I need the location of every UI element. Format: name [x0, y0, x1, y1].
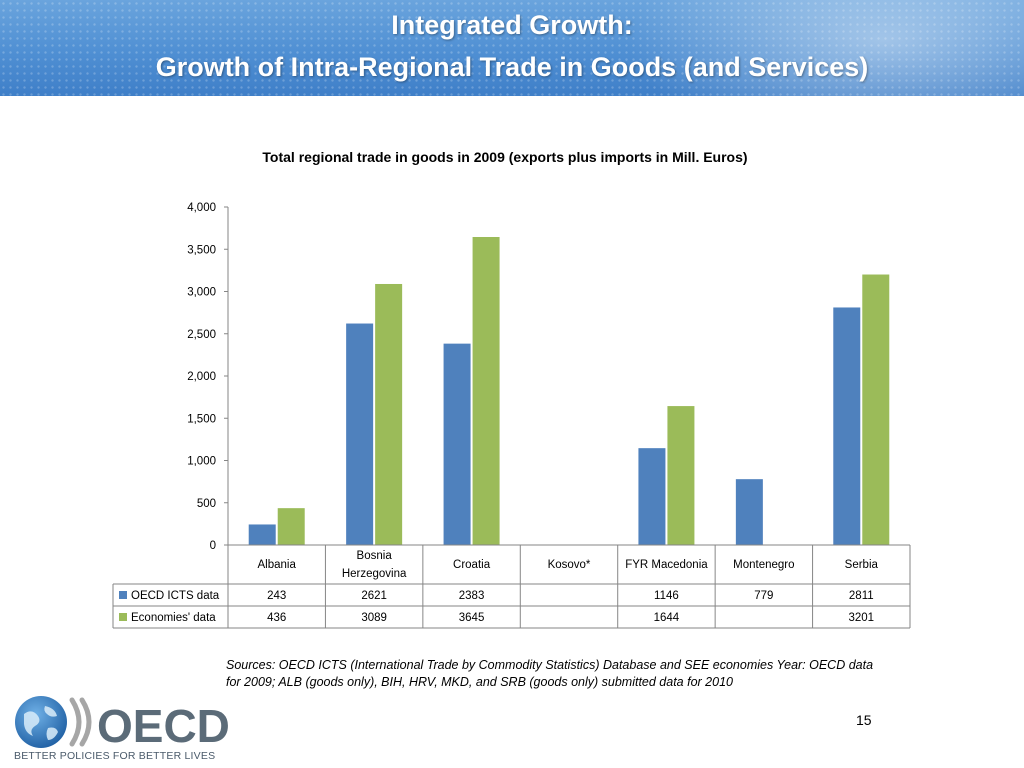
y-tick-label: 1,000: [187, 456, 216, 468]
bar-oecd-icts: [638, 448, 666, 545]
bar-economies: [472, 236, 500, 545]
y-tick-label: 500: [197, 498, 216, 510]
oecd-logo: OECD: [15, 696, 230, 752]
arc-mark-icon: [69, 697, 82, 747]
legend-key-economies: [119, 613, 127, 621]
category-label: Serbia: [845, 559, 879, 571]
banner-highlight: [624, 0, 1024, 96]
legend-label: Economies' data: [131, 612, 216, 624]
y-tick-label: 3,000: [187, 287, 216, 299]
bar-economies: [667, 406, 695, 545]
table-value: 1146: [654, 590, 679, 602]
category-label: Bosnia: [357, 550, 393, 562]
bar-oecd-icts: [833, 307, 861, 545]
arc-mark-icon: [79, 697, 92, 747]
table-value: 436: [267, 612, 286, 624]
page-number: 15: [856, 712, 872, 728]
bar-economies: [277, 508, 305, 545]
table-value: 779: [754, 590, 773, 602]
sources-note: Sources: OECD ICTS (International Trade …: [226, 658, 874, 689]
table-value: 2621: [361, 590, 387, 602]
y-tick-label: 0: [210, 540, 216, 552]
table-value: 1644: [654, 612, 680, 624]
bar-oecd-icts: [443, 343, 471, 545]
table-value: 3201: [848, 612, 874, 624]
title-banner: Integrated Growth: Growth of Intra-Regio…: [0, 0, 1024, 96]
bar-oecd-icts: [346, 323, 374, 545]
slide-title-line2: Growth of Intra-Regional Trade in Goods …: [155, 52, 869, 82]
category-label: Herzegovina: [342, 568, 407, 580]
globe-icon: [15, 696, 67, 748]
table-value: 2383: [459, 590, 485, 602]
table-value: 2811: [849, 590, 874, 602]
table-value: 3645: [459, 612, 485, 624]
bar-oecd-icts: [248, 524, 276, 545]
y-tick-label: 3,500: [187, 244, 216, 256]
bar-economies: [375, 283, 403, 545]
bar-economies: [862, 274, 890, 545]
category-label: Croatia: [453, 559, 491, 571]
chart-title: Total regional trade in goods in 2009 (e…: [262, 149, 748, 165]
bar-oecd-icts: [735, 479, 763, 545]
legend-label: OECD ICTS data: [131, 590, 220, 602]
slide-title-line1: Integrated Growth:: [391, 10, 633, 40]
y-tick-label: 2,500: [187, 329, 216, 341]
oecd-wordmark: OECD: [97, 700, 230, 752]
category-label: FYR Macedonia: [625, 559, 708, 571]
category-label: Kosovo*: [548, 559, 591, 571]
globe-continents-icon: [24, 706, 58, 740]
table-value: 243: [267, 590, 286, 602]
bar-chart: 0 500 1,000 1,500 2,000 2,500 3,000 3,500 4,000 A…: [112, 202, 911, 629]
category-label: Albania: [258, 559, 297, 571]
category-label: Montenegro: [733, 559, 794, 571]
y-tick-label: 2,000: [187, 371, 216, 383]
y-tick-label: 1,500: [187, 413, 216, 425]
oecd-tagline: BETTER POLICIES FOR BETTER LIVES: [14, 750, 216, 762]
legend-key-oecd-icts: [119, 591, 127, 599]
banner-pattern: [0, 0, 1024, 96]
y-tick-label: 4,000: [187, 202, 216, 214]
table-value: 3089: [361, 612, 387, 624]
